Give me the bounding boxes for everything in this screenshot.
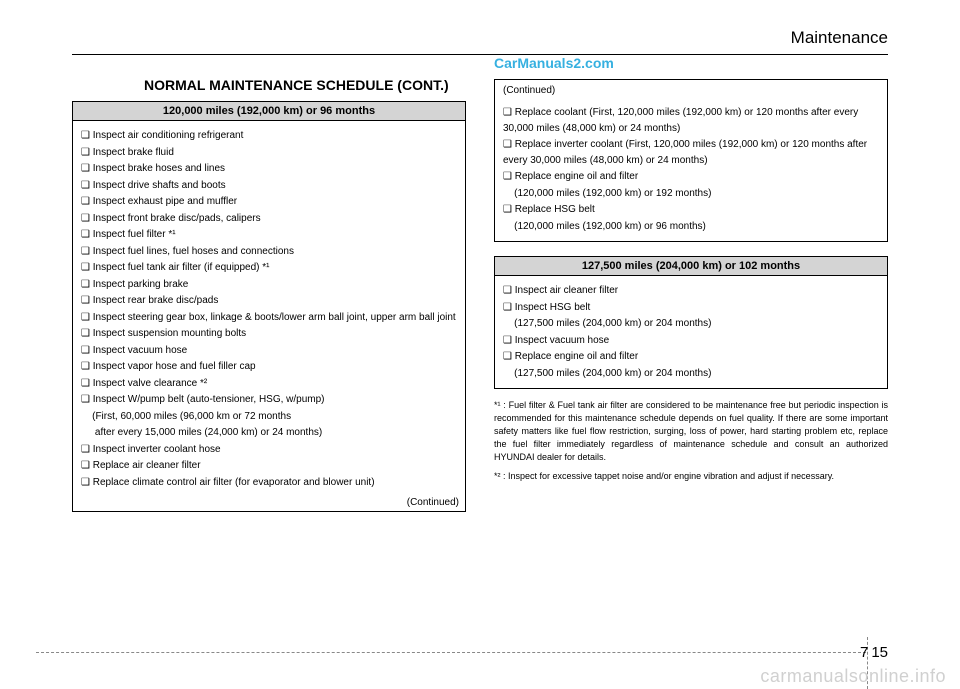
list-item: ❑ Replace air cleaner filter xyxy=(81,458,457,474)
list-item: after every 15,000 miles (24,000 km) or … xyxy=(81,425,457,441)
list-item: (127,500 miles (204,000 km) or 204 month… xyxy=(503,316,879,332)
list-item: ❑ Inspect steering gear box, linkage & b… xyxy=(81,310,457,326)
watermark-bottom: carmanualsonline.info xyxy=(760,666,946,687)
list-item: ❑ Replace coolant (First, 120,000 miles … xyxy=(503,105,879,136)
schedule-body-left: ❑ Inspect air conditioning refrigerant❑ … xyxy=(73,121,465,497)
list-item: ❑ Inspect vapor hose and fuel filler cap xyxy=(81,359,457,375)
section-header: Maintenance xyxy=(791,28,888,48)
page-chapter: 7 xyxy=(860,644,868,661)
list-item: ❑ Replace HSG belt xyxy=(503,202,879,218)
page-number: 7 15 xyxy=(860,644,888,661)
list-item: ❑ Inspect valve clearance *² xyxy=(81,376,457,392)
list-item: ❑ Inspect brake fluid xyxy=(81,145,457,161)
schedule-header-right-bottom: 127,500 miles (204,000 km) or 102 months xyxy=(495,257,887,276)
schedule-body-right-top: ❑ Replace coolant (First, 120,000 miles … xyxy=(495,98,887,241)
list-item: ❑ Inspect drive shafts and boots xyxy=(81,178,457,194)
list-item: ❑ Inspect air conditioning refrigerant xyxy=(81,128,457,144)
footnote: *² : Inspect for excessive tappet noise … xyxy=(494,470,888,483)
page-title: NORMAL MAINTENANCE SCHEDULE (CONT.) xyxy=(144,77,466,93)
footnote: *¹ : Fuel filter & Fuel tank air filter … xyxy=(494,399,888,464)
list-item: ❑ Inspect fuel tank air filter (if equip… xyxy=(81,260,457,276)
footer-dash-h xyxy=(36,652,866,653)
list-item: ❑ Inspect brake hoses and lines xyxy=(81,161,457,177)
list-item: ❑ Inspect fuel lines, fuel hoses and con… xyxy=(81,244,457,260)
list-item: ❑ Replace engine oil and filter xyxy=(503,349,879,365)
list-item: (First, 60,000 miles (96,000 km or 72 mo… xyxy=(81,409,457,425)
list-item: (120,000 miles (192,000 km) or 192 month… xyxy=(503,186,879,202)
page-index: 15 xyxy=(871,644,888,661)
schedule-header-left: 120,000 miles (192,000 km) or 96 months xyxy=(73,102,465,121)
schedule-box-left: 120,000 miles (192,000 km) or 96 months … xyxy=(72,101,466,512)
schedule-body-right-bottom: ❑ Inspect air cleaner filter❑ Inspect HS… xyxy=(495,276,887,388)
list-item: ❑ Inspect vacuum hose xyxy=(503,333,879,349)
list-item: ❑ Inspect fuel filter *¹ xyxy=(81,227,457,243)
list-item: ❑ Inspect inverter coolant hose xyxy=(81,442,457,458)
list-item: ❑ Replace inverter coolant (First, 120,0… xyxy=(503,137,879,168)
list-item: ❑ Replace engine oil and filter xyxy=(503,169,879,185)
list-item: ❑ Inspect front brake disc/pads, caliper… xyxy=(81,211,457,227)
list-item: (127,500 miles (204,000 km) or 204 month… xyxy=(503,366,879,382)
list-item: ❑ Inspect vacuum hose xyxy=(81,343,457,359)
list-item: ❑ Inspect HSG belt xyxy=(503,300,879,316)
list-item: ❑ Replace climate control air filter (fo… xyxy=(81,475,457,491)
list-item: (120,000 miles (192,000 km) or 96 months… xyxy=(503,219,879,235)
list-item: ❑ Inspect W/pump belt (auto-tensioner, H… xyxy=(81,392,457,408)
continued-label-top: (Continued) xyxy=(495,80,887,98)
continued-label: (Continued) xyxy=(73,497,465,511)
list-item: ❑ Inspect parking brake xyxy=(81,277,457,293)
list-item: ❑ Inspect suspension mounting bolts xyxy=(81,326,457,342)
watermark-top: CarManuals2.com xyxy=(494,55,888,71)
list-item: ❑ Inspect rear brake disc/pads xyxy=(81,293,457,309)
schedule-box-right-top: (Continued) ❑ Replace coolant (First, 12… xyxy=(494,79,888,242)
footnotes: *¹ : Fuel filter & Fuel tank air filter … xyxy=(494,399,888,483)
list-item: ❑ Inspect exhaust pipe and muffler xyxy=(81,194,457,210)
schedule-box-right-bottom: 127,500 miles (204,000 km) or 102 months… xyxy=(494,256,888,389)
list-item: ❑ Inspect air cleaner filter xyxy=(503,283,879,299)
